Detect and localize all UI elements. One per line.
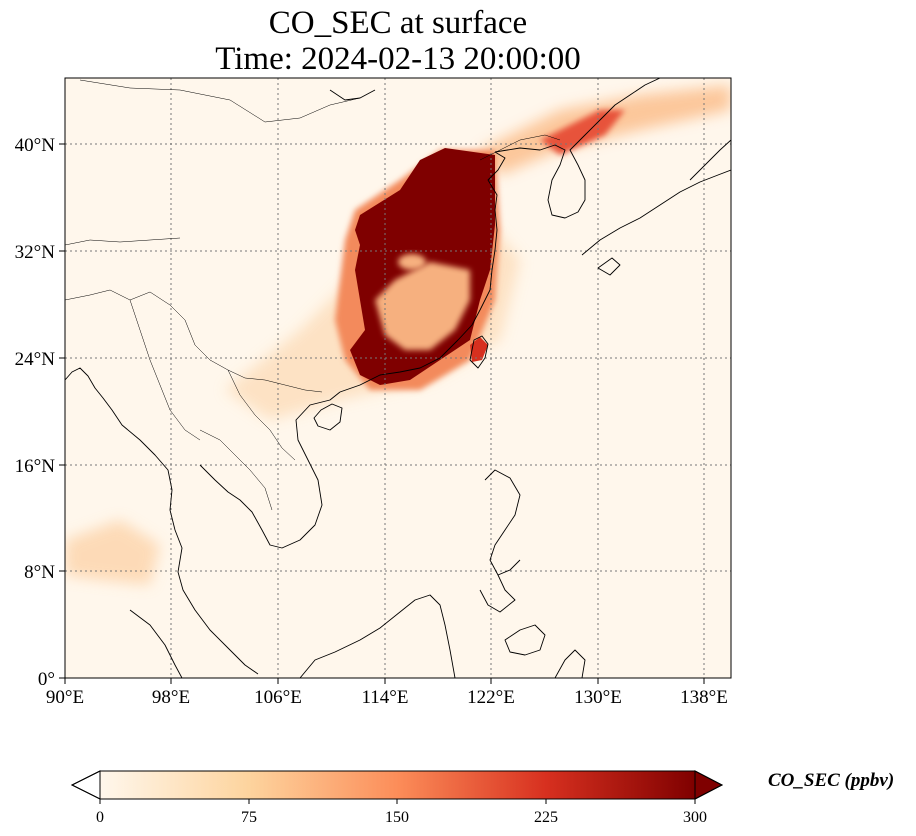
china-southern-border (65, 289, 323, 393)
colorbar-min-extend-arrow (70, 770, 101, 800)
y-tick-label: 40°N (15, 135, 56, 156)
x-tick-label: 106°E (254, 687, 302, 708)
visayas-islands (479, 574, 516, 613)
y-axis-labels: 0° 8°N 16°N 24°N 32°N 40°N (15, 135, 56, 690)
bohai-coast (329, 89, 376, 101)
country-borders (65, 79, 561, 511)
x-tick-label: 90°E (46, 687, 84, 708)
y-tick-label: 8°N (24, 562, 55, 583)
colorbar-label: CO_SEC (ppbv) (768, 770, 895, 791)
korea-china-border (479, 134, 561, 161)
taiwan-island (469, 335, 489, 369)
colorbar-max-extend-arrow (694, 770, 724, 800)
y-tick-label: 16°N (15, 456, 56, 477)
interior-light-patch (375, 262, 470, 350)
map-title: CO_SEC at surface (268, 5, 528, 41)
sulawesi-coast (554, 649, 586, 678)
bay-of-bengal-plume (65, 520, 160, 585)
korea-coast (494, 78, 661, 219)
x-tick-label: 122°E (467, 687, 515, 708)
y-tick-label: 32°N (15, 242, 56, 263)
x-axis-labels: 90°E 98°E 106°E 114°E 122°E 130°E 138°E (46, 687, 728, 708)
colorbar-tick-labels: 0 75 150 225 300 (96, 809, 707, 826)
thailand-cambodia-border (199, 429, 273, 511)
myanmar-malaysia-coast (65, 367, 259, 675)
mindanao-island (504, 624, 546, 656)
y-tick-label: 0° (38, 669, 55, 690)
colorbar-gradient (100, 771, 695, 799)
luzon-coast (484, 469, 521, 576)
hainan-island (313, 403, 343, 431)
map-frame (64, 77, 732, 679)
himalaya-border (65, 237, 181, 246)
colorbar-tick-label: 75 (241, 809, 257, 826)
japan-north-coast (689, 139, 731, 181)
map-panel: 90°E 98°E 106°E 114°E 122°E 130°E 138°E … (15, 77, 732, 708)
mongolia-border (79, 79, 361, 123)
map-time-subtitle: Time: 2024-02-13 20:00:00 (215, 41, 581, 77)
x-tick-label: 98°E (152, 687, 190, 708)
colorbar: 0 75 150 225 300 (70, 770, 724, 826)
interior-light-spot (398, 254, 426, 270)
colorbar-tick-label: 0 (96, 809, 104, 826)
sumatra-coast (129, 609, 183, 678)
axis-tick-marks (59, 143, 705, 684)
x-tick-label: 138°E (680, 687, 728, 708)
china-east-coast (339, 151, 506, 393)
y-tick-label: 24°N (15, 349, 56, 370)
myanmar-border (129, 299, 201, 441)
colorbar-tick-label: 150 (385, 809, 409, 826)
coastlines (65, 78, 731, 678)
x-tick-label: 130°E (574, 687, 622, 708)
x-tick-label: 114°E (362, 687, 409, 708)
colorbar-tick-label: 225 (534, 809, 558, 826)
japan-south-coast (581, 169, 731, 256)
taiwan-hotspot (470, 337, 488, 362)
laos-vietnam-border (227, 369, 296, 461)
indochina-coast (199, 391, 341, 549)
gridlines (65, 78, 731, 678)
borneo-north-coast (299, 594, 456, 678)
colorbar-ticks (99, 799, 696, 804)
colorbar-tick-label: 300 (683, 809, 707, 826)
kyushu-island (597, 257, 621, 276)
